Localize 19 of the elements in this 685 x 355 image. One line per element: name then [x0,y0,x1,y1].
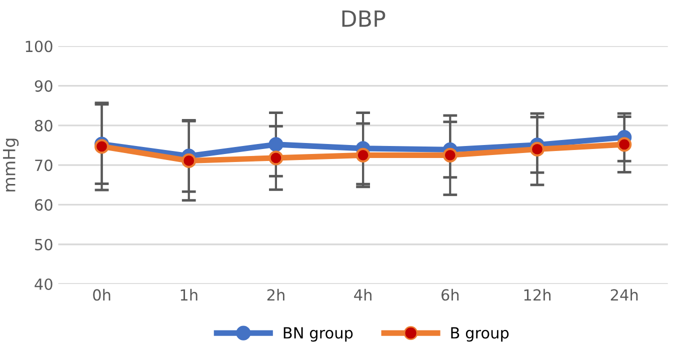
y-tick-label: 80 [34,120,52,132]
y-tick-label: 70 [35,160,52,172]
point [268,137,284,152]
legend-label: B group [451,327,509,342]
x-tick-label: 1h [180,288,198,300]
y-tick-label: 100 [26,40,52,52]
y-tick-label: 60 [34,199,52,211]
y-tick-label: 90 [34,80,52,92]
y-tick-label: 40 [34,278,52,290]
x-tick-label: 24h [610,288,638,300]
y-tick-label: 50 [35,238,52,250]
x-tick-label: 4h [354,288,372,300]
y-axis-title: mmHg [3,138,19,192]
chart-title: DBP [342,10,386,27]
x-tick-label: 2h [267,288,284,300]
x-tick-label: 0h [93,288,110,301]
x-tick-label: 6h [442,288,459,301]
legend-label: BN group [284,327,353,342]
x-tick-label: 12h [524,288,550,300]
